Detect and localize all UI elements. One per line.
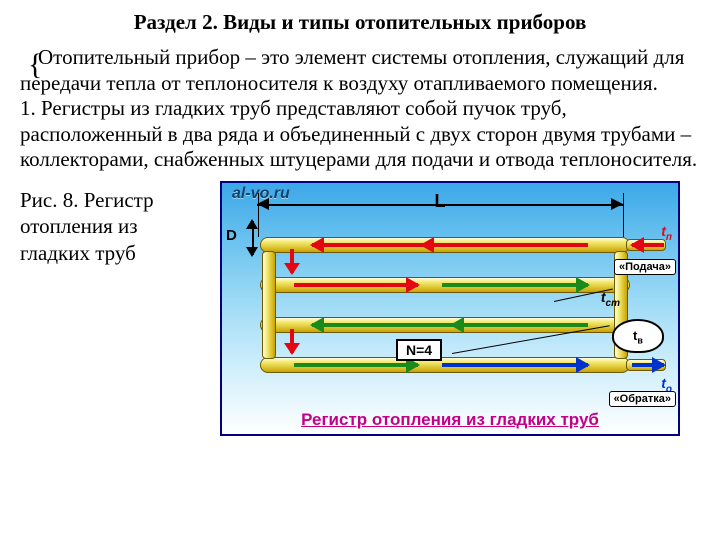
figure-caption-side: Рис. 8. Регистр отопления из гладких тру…	[20, 181, 210, 436]
extension-line	[623, 193, 624, 237]
n-rows-label: N=4	[396, 339, 442, 361]
dimension-D-label: D	[226, 227, 237, 244]
section-title: Раздел 2. Виды и типы отопительных прибо…	[20, 10, 700, 35]
collector-left	[262, 251, 276, 359]
dimension-D: D	[240, 221, 264, 255]
definition-paragraph: Отопительный прибор – это элемент систем…	[20, 45, 700, 96]
figure-diagram: al-vo.ru L D	[220, 181, 680, 436]
item-1-paragraph: 1. Регистры из гладких труб представляют…	[20, 96, 700, 173]
tag-outlet: «Обратка»	[609, 391, 676, 407]
figure-title: Регистр отопления из гладких труб	[222, 410, 678, 430]
dimension-L: L	[257, 195, 623, 213]
air-cloud: tв	[612, 319, 664, 353]
label-t-in: tп	[661, 223, 672, 243]
decorative-brace: {	[28, 48, 42, 82]
dimension-L-label: L	[431, 191, 450, 212]
tag-inlet: «Подача»	[614, 259, 676, 275]
label-t-wall: tст	[601, 289, 620, 309]
